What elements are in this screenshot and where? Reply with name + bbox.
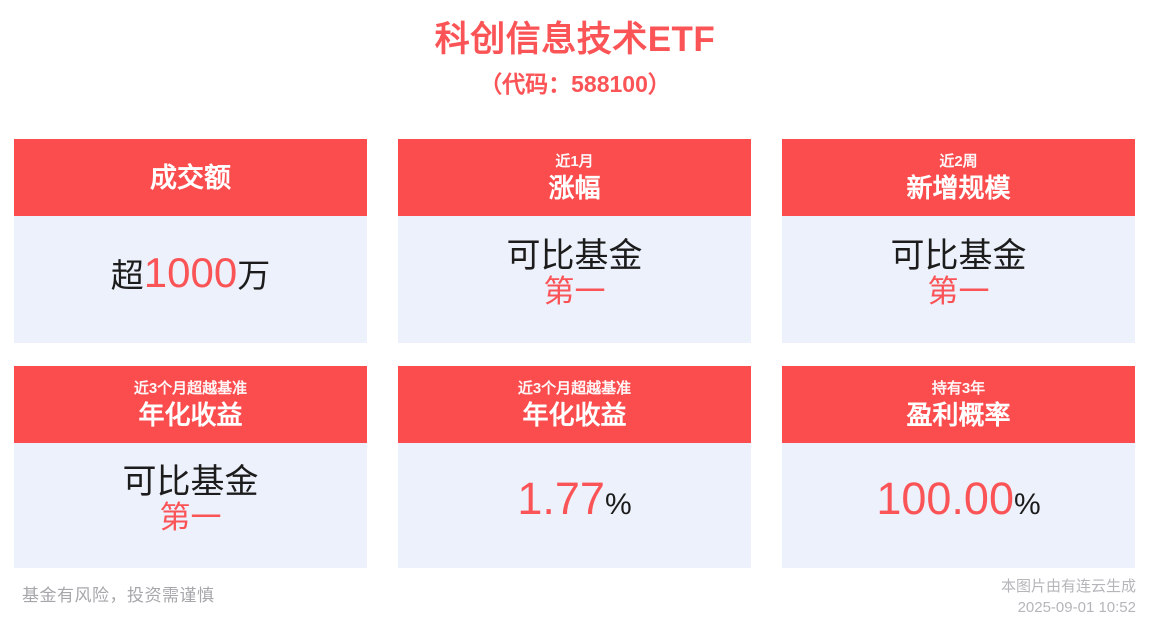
card-value-line1: 可比基金 [890, 236, 1027, 275]
card-value-line2: 第一 [927, 273, 990, 309]
value-number: 1.77 [517, 473, 605, 524]
card-body: 1.77% [398, 443, 751, 568]
page-title: 科创信息技术ETF [434, 20, 716, 59]
card-value-line2: 第一 [159, 499, 222, 535]
metric-card-3month-excess-annualized-value: 近3个月超越基准 年化收益 1.77% [398, 366, 751, 568]
value-suffix: 万 [237, 256, 271, 294]
metric-card-turnover: 成交额 超1000万 [14, 139, 367, 343]
card-header-subtitle: 近3个月超越基准 [517, 379, 632, 397]
card-header-title: 涨幅 [548, 172, 601, 203]
card-header: 持有3年 盈利概率 [782, 366, 1135, 443]
card-value: 超1000万 [110, 248, 271, 296]
metric-card-1month-gain: 近1月 涨幅 可比基金 第一 [398, 139, 751, 343]
card-header: 近2周 新增规模 [782, 139, 1135, 216]
card-value-line1: 可比基金 [506, 236, 643, 275]
card-value-line2: 第一 [543, 273, 606, 309]
value-suffix: % [1013, 488, 1041, 521]
card-value: 1.77% [517, 476, 631, 521]
value-suffix: % [604, 488, 632, 521]
card-body: 100.00% [782, 443, 1135, 568]
card-header-title: 年化收益 [138, 399, 243, 430]
card-header: 成交额 [14, 139, 367, 216]
metric-card-3month-excess-annualized-rank: 近3个月超越基准 年化收益 可比基金 第一 [14, 366, 367, 568]
card-value-line1: 可比基金 [122, 462, 259, 501]
card-header: 近1月 涨幅 [398, 139, 751, 216]
fund-code-subtitle: （代码：588100） [479, 71, 671, 97]
card-body: 可比基金 第一 [398, 216, 751, 343]
card-header-subtitle: 持有3年 [931, 379, 986, 397]
card-header: 近3个月超越基准 年化收益 [14, 366, 367, 443]
card-header-subtitle: 近3个月超越基准 [133, 379, 248, 397]
card-value: 100.00% [876, 476, 1040, 521]
value-number: 100.00 [876, 473, 1014, 524]
image-credit: 本图片由有连云生成 2025-09-01 10:52 [1001, 576, 1136, 618]
title-block: 科创信息技术ETF （代码：588100） [0, 0, 1150, 101]
metric-card-2week-scale-growth: 近2周 新增规模 可比基金 第一 [782, 139, 1135, 343]
card-header-title: 年化收益 [522, 399, 627, 430]
metric-card-grid: 成交额 超1000万 近1月 涨幅 可比基金 第一 近2周 新增规模 [14, 139, 1136, 568]
risk-disclaimer: 基金有风险，投资需谨慎 [22, 586, 215, 605]
value-number: 1000 [143, 248, 238, 296]
card-header-title: 盈利概率 [906, 399, 1011, 430]
card-body: 可比基金 第一 [782, 216, 1135, 343]
card-body: 可比基金 第一 [14, 443, 367, 568]
card-body: 超1000万 [14, 216, 367, 343]
card-header-subtitle: 近1月 [555, 152, 594, 170]
card-header-title: 新增规模 [906, 172, 1011, 203]
card-header-subtitle: 近2周 [939, 152, 978, 170]
value-prefix: 超 [110, 256, 144, 294]
card-header-title: 成交额 [150, 162, 231, 193]
card-header: 近3个月超越基准 年化收益 [398, 366, 751, 443]
image-credit-source: 本图片由有连云生成 [1000, 578, 1136, 595]
image-credit-timestamp: 2025-09-01 10:52 [1017, 599, 1136, 616]
metric-card-3year-profit-probability: 持有3年 盈利概率 100.00% [782, 366, 1135, 568]
